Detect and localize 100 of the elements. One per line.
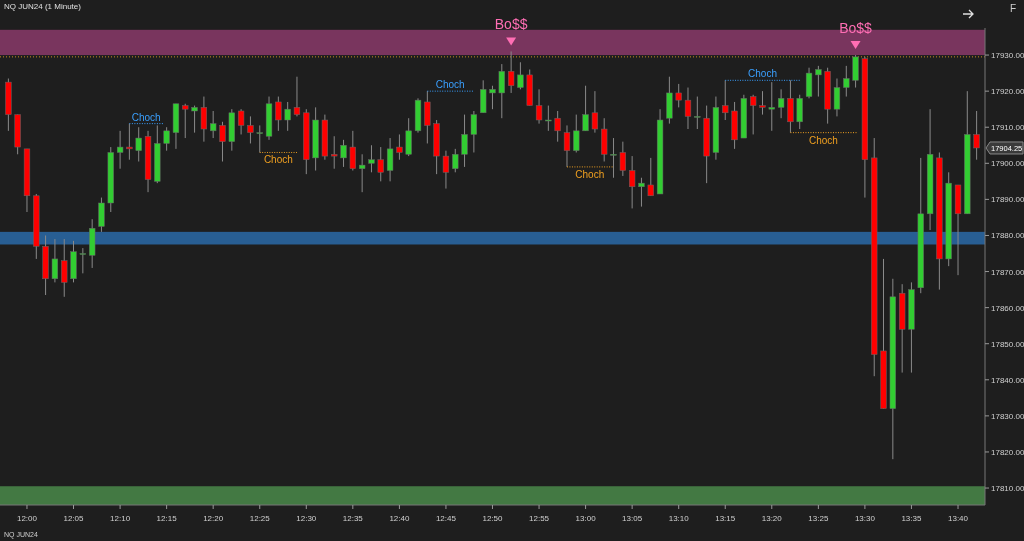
x-tick-label: 12:45 [435, 514, 457, 523]
candlestick [480, 79, 487, 114]
candlestick [591, 90, 599, 134]
candlestick [973, 110, 980, 161]
annotation: Choch [263, 154, 293, 166]
y-tick-label: 17920.00 [991, 87, 1024, 97]
x-tick-label: 12:00 [16, 514, 38, 523]
y-tick-label: 17860.00 [991, 303, 1024, 313]
y-tick-label: 17830.00 [991, 411, 1024, 421]
x-tick-label: 13:00 [575, 514, 597, 523]
candlestick [200, 96, 208, 143]
x-tick-label: 13:10 [668, 514, 690, 523]
candlestick [386, 137, 394, 182]
x-tick-label: 12:05 [63, 514, 85, 523]
candlestick [349, 130, 356, 172]
candlestick [694, 96, 701, 130]
candlestick [116, 130, 124, 170]
x-tick-label: 12:20 [203, 514, 224, 523]
x-tick-label: 13:30 [854, 514, 876, 523]
candlestick [247, 115, 254, 144]
annotation: Choch [435, 79, 465, 91]
candlestick [787, 79, 794, 134]
x-tick-label: 13:40 [948, 514, 969, 523]
y-tick-label: 17820.00 [991, 447, 1024, 457]
candlestick [79, 247, 86, 274]
annotation: Choch [131, 111, 161, 123]
candlestick [275, 96, 282, 132]
candlestick [368, 144, 375, 173]
x-tick-label: 12:50 [482, 514, 504, 523]
annotation: Choch [575, 168, 605, 180]
candlestick [843, 65, 850, 98]
candlestick [684, 87, 692, 130]
x-tick-label: 12:55 [529, 514, 550, 523]
candlestick [219, 121, 226, 162]
y-tick-label: 17880.00 [991, 231, 1024, 241]
candlestick [563, 124, 571, 168]
candlestick [98, 197, 105, 233]
y-tick-label: 17930.00 [991, 51, 1024, 61]
candlestick [126, 123, 133, 161]
candlestick [405, 117, 412, 157]
candlestick [470, 110, 477, 153]
candlestick [237, 108, 245, 135]
candlestick [51, 238, 59, 283]
candlestick [508, 50, 515, 94]
candlestick [442, 150, 450, 190]
candlestick [610, 137, 617, 179]
candlestick [759, 90, 766, 116]
candlestick [535, 88, 543, 125]
x-tick-label: 12:40 [389, 514, 410, 523]
candlestick [796, 94, 803, 130]
text: F [1009, 3, 1017, 14]
candlestick [750, 94, 757, 135]
candlestick [377, 146, 384, 182]
annotation: Bo$$ [839, 20, 873, 37]
candlestick [61, 238, 68, 298]
candlestick [647, 157, 654, 197]
x-tick-label: 13:25 [808, 514, 829, 523]
candlestick [619, 141, 626, 177]
annotation: Choch [809, 134, 838, 146]
candlestick [629, 155, 636, 209]
candlestick [191, 105, 198, 134]
y-tick-label: 17890.00 [991, 195, 1024, 205]
candlestick [582, 85, 589, 132]
candlestick [489, 85, 496, 110]
x-tick-label: 13:20 [761, 514, 783, 523]
y-tick-label: 17900.00 [991, 159, 1024, 169]
candlestick [284, 101, 291, 132]
candlestick [340, 139, 347, 168]
y-tick-label: 17810.00 [991, 484, 1024, 494]
candlestick [461, 114, 468, 168]
y-tick-label: 17910.00 [991, 123, 1024, 133]
candlestick [517, 61, 524, 90]
candlestick [331, 135, 338, 170]
y-tick-label: 17870.00 [991, 267, 1024, 277]
candlestick [293, 76, 301, 117]
candlestick [554, 110, 561, 143]
annotation: Bo$$ [494, 16, 528, 33]
x-tick-label: 12:25 [249, 514, 271, 523]
x-tick-label: 13:15 [715, 514, 736, 523]
y-tick-label: 17850.00 [991, 339, 1024, 349]
annotation: Choch [748, 68, 777, 80]
candlestick [833, 78, 841, 117]
x-tick-label: 12:15 [156, 514, 178, 523]
candlestick [396, 133, 403, 161]
candlestick [182, 103, 189, 139]
candlestick [573, 114, 580, 153]
x-tick-label: 13:35 [901, 514, 922, 523]
x-tick-label: 13:05 [622, 514, 643, 523]
candlestick [210, 110, 217, 139]
candlestick [777, 88, 785, 119]
candlestick [498, 63, 505, 119]
candlestick [815, 65, 822, 98]
x-tick-label: 12:35 [342, 514, 364, 523]
candlestick [452, 148, 459, 173]
x-tick-label: 12:30 [296, 514, 317, 523]
candlestick [638, 177, 645, 208]
candlestick [135, 126, 142, 162]
candlestick [424, 90, 431, 144]
candlestick [545, 105, 552, 132]
candlestick [359, 153, 366, 193]
